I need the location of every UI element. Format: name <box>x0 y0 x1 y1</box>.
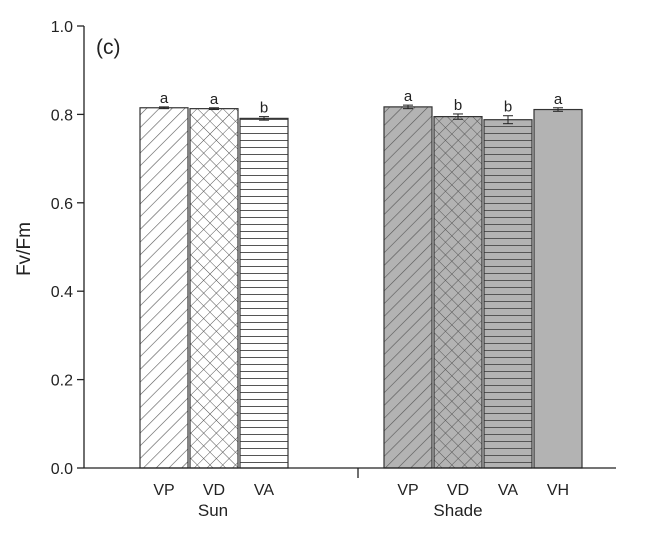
bar <box>239 117 289 469</box>
significance-letter: b <box>454 97 462 114</box>
x-tick-label: VP <box>153 482 174 499</box>
bar <box>189 108 239 469</box>
significance-letter: a <box>210 91 219 108</box>
x-tick-label: VP <box>397 482 418 499</box>
y-tick-label: 0.8 <box>51 107 73 124</box>
y-tick-label: 0.0 <box>51 461 73 478</box>
bar <box>139 107 189 469</box>
y-tick-label: 1.0 <box>51 19 73 36</box>
significance-letter: a <box>404 88 413 105</box>
bars-layer <box>139 104 583 469</box>
labels-layer: a VP a VD b VA Sun a VP b VD b VA a VH Shade <box>153 88 569 520</box>
x-tick-label: VH <box>547 482 569 499</box>
x-tick-label: VA <box>254 482 274 499</box>
group-label: Shade <box>433 501 482 520</box>
y-axis-ticks: 0.0 0.2 0.4 0.6 0.8 1.0 <box>51 19 84 478</box>
group-label: Sun <box>198 501 228 520</box>
bar <box>433 116 483 469</box>
y-axis-label: Fv/Fm <box>14 222 35 276</box>
significance-letter: b <box>504 99 512 116</box>
significance-letter: a <box>160 90 169 107</box>
x-tick-label: VA <box>498 482 518 499</box>
panel-label: (c) <box>96 36 121 59</box>
bar <box>383 106 433 469</box>
bar <box>483 119 533 469</box>
significance-letter: a <box>554 91 563 108</box>
y-tick-label: 0.2 <box>51 373 73 390</box>
y-tick-label: 0.6 <box>51 196 73 213</box>
bar <box>533 108 583 469</box>
y-tick-label: 0.4 <box>51 284 73 301</box>
significance-letter: b <box>260 100 268 117</box>
x-tick-label: VD <box>447 482 469 499</box>
x-tick-label: VD <box>203 482 225 499</box>
